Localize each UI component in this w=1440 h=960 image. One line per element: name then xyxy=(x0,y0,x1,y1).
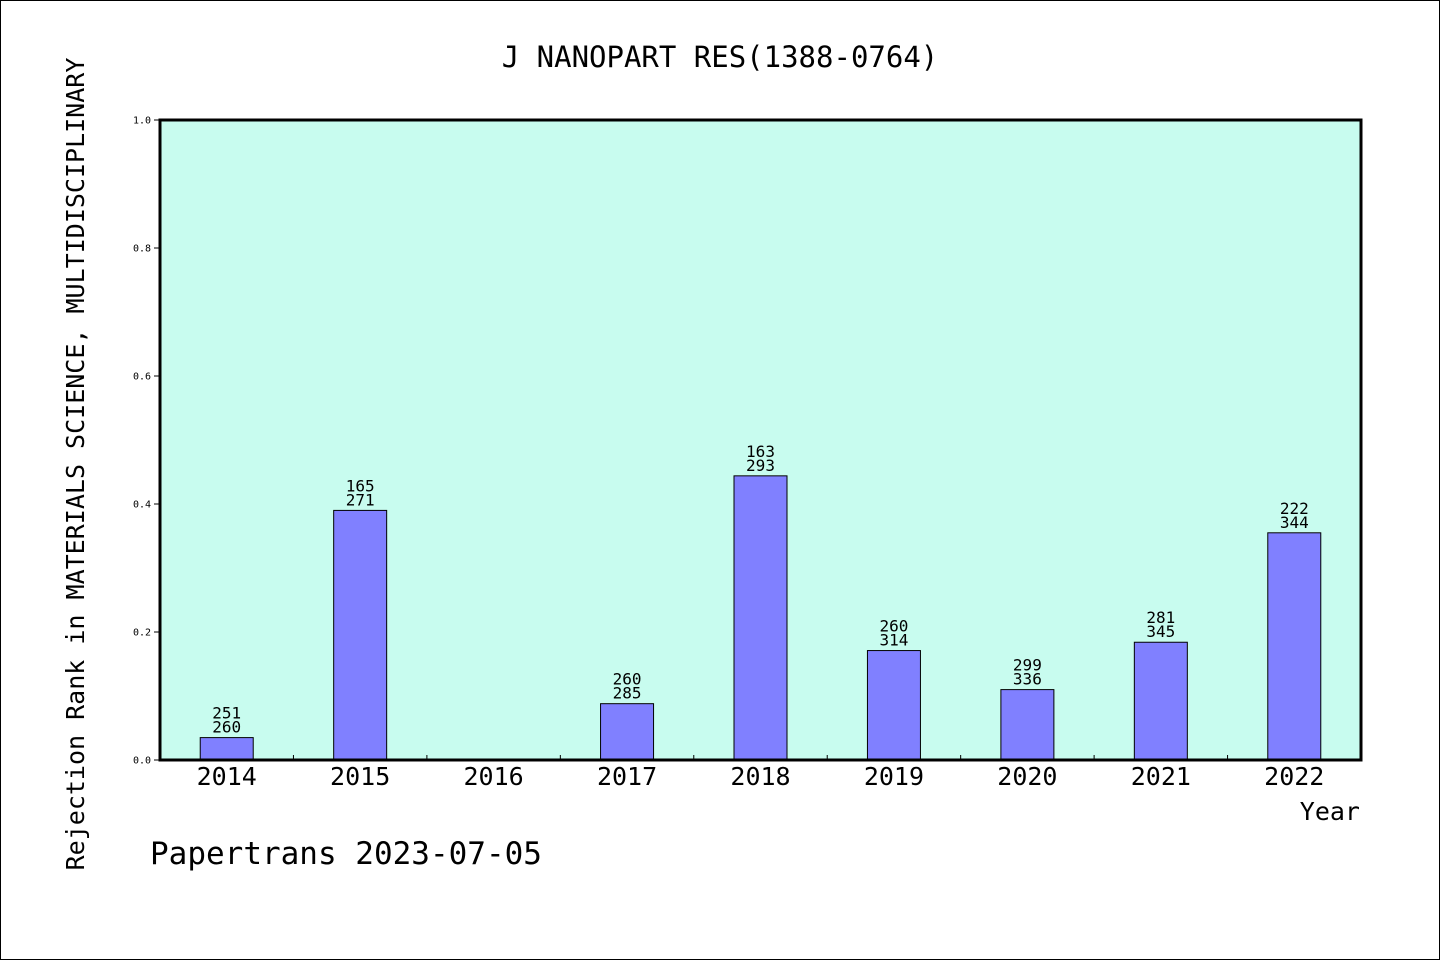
x-tick-label: 2020 xyxy=(997,762,1057,791)
x-tick-label: 2022 xyxy=(1264,762,1324,791)
bar xyxy=(600,703,655,761)
x-tick-label: 2018 xyxy=(730,762,790,791)
bar-label-bottom: 345 xyxy=(1146,622,1175,641)
y-axis-label: Rejection Rank in MATERIALS SCIENCE, MUL… xyxy=(61,58,90,871)
y-tick-label: 0.6 xyxy=(133,372,151,383)
bar-label-bottom: 271 xyxy=(346,490,375,509)
bar-label-top: 260 xyxy=(613,670,642,689)
bar-label-top: 299 xyxy=(1013,656,1042,675)
x-axis-label: Year xyxy=(1300,797,1360,826)
y-tick-label: 0.4 xyxy=(133,500,151,511)
bar xyxy=(1267,532,1322,761)
x-tick-label: 2015 xyxy=(330,762,390,791)
bar xyxy=(866,650,921,761)
bar-label-top: 260 xyxy=(879,617,908,636)
bar-label-top: 251 xyxy=(212,704,241,723)
y-tick-label: 1.0 xyxy=(133,116,151,127)
bar-label-bottom: 260 xyxy=(212,718,241,737)
x-tick-label: 2016 xyxy=(464,762,524,791)
chart-title: J NANOPART RES(1388-0764) xyxy=(502,40,939,74)
bar xyxy=(733,475,788,761)
bar xyxy=(1133,641,1188,761)
bar-label-top: 222 xyxy=(1280,499,1309,518)
bar xyxy=(333,509,388,761)
x-tick-label: 2014 xyxy=(197,762,257,791)
bar xyxy=(199,737,254,761)
footer-credit: Papertrans 2023-07-05 xyxy=(150,836,542,872)
bar-label-bottom: 314 xyxy=(879,631,908,650)
bar-label-top: 165 xyxy=(346,476,375,495)
plot-border xyxy=(158,118,1363,762)
bar xyxy=(1000,689,1055,761)
y-tick-label: 0.8 xyxy=(133,244,151,255)
bar-label-top: 281 xyxy=(1146,608,1175,627)
bar-label-bottom: 344 xyxy=(1280,513,1309,532)
bar-label-bottom: 336 xyxy=(1013,670,1042,689)
bar-label-bottom: 285 xyxy=(613,684,642,703)
bar-label-top: 163 xyxy=(746,442,775,461)
x-tick-label: 2021 xyxy=(1131,762,1191,791)
x-tick-label: 2017 xyxy=(597,762,657,791)
y-tick-label: 0.2 xyxy=(133,628,151,639)
x-tick-label: 2019 xyxy=(864,762,924,791)
y-tick-label: 0.0 xyxy=(133,756,151,767)
bar-label-bottom: 293 xyxy=(746,456,775,475)
